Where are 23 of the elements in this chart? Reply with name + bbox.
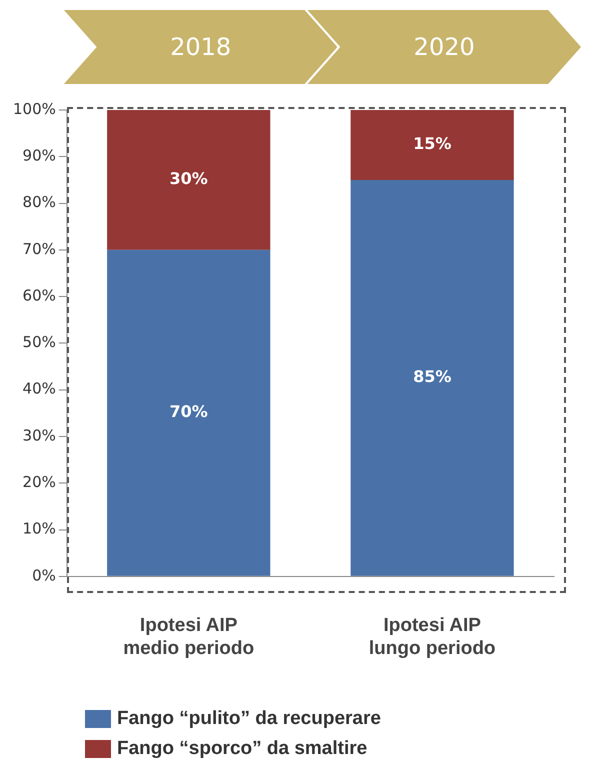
y-tick-label: 0% bbox=[32, 566, 56, 584]
bar bbox=[350, 180, 514, 576]
data-label: 15% bbox=[413, 134, 452, 154]
y-tick-label: 70% bbox=[22, 240, 56, 258]
y-tick-label: 80% bbox=[22, 193, 56, 212]
legend-label: Fango “pulito” da recuperare bbox=[117, 708, 381, 730]
y-tick-label: 30% bbox=[22, 426, 56, 444]
y-tick-label: 100% bbox=[12, 100, 56, 118]
y-tick-label: 40% bbox=[22, 380, 56, 398]
y-tick-label: 60% bbox=[22, 286, 56, 304]
bar bbox=[107, 110, 270, 250]
x-tick-label: Ipotesi AIP lungo periodo bbox=[368, 615, 496, 659]
y-tick-label: 10% bbox=[22, 520, 56, 538]
data-label: 85% bbox=[413, 367, 452, 386]
bar bbox=[107, 250, 270, 576]
y-tick-label: 50% bbox=[22, 333, 56, 352]
y-tick-label: 90% bbox=[22, 146, 56, 165]
data-label: 30% bbox=[170, 169, 208, 188]
bar bbox=[350, 110, 514, 180]
legend-label: Fango “sporco” da smaltire bbox=[117, 738, 368, 760]
y-tick-label: 20% bbox=[22, 473, 56, 492]
x-tick-label: Ipotesi AIP medio periodo bbox=[123, 615, 254, 659]
data-label: 70% bbox=[170, 402, 208, 422]
